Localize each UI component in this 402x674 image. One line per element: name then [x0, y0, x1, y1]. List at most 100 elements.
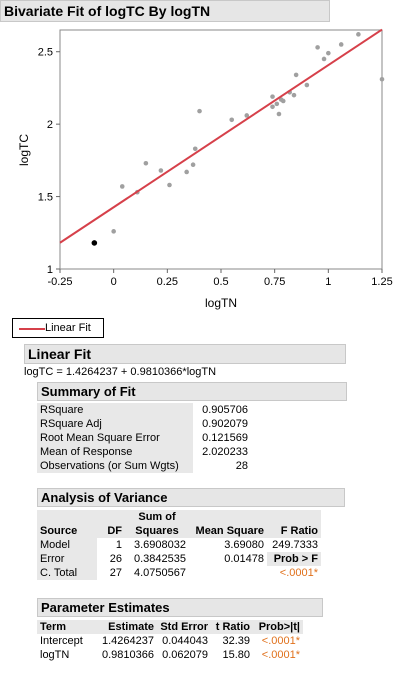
table-row: Root Mean Square Error 0.121569: [37, 431, 251, 445]
column-header: Estimate: [108, 621, 154, 633]
table-row: C. Total 27 4.0750567 <.0001*: [37, 566, 321, 580]
row-value: 2.020233: [202, 446, 248, 458]
table-row: Intercept 1.4264237 0.044043 32.39 <.000…: [37, 634, 303, 648]
cell-t-ratio: 15.80: [222, 649, 250, 661]
cell-df: 1: [115, 539, 122, 551]
cell-prob-f: <.0001*: [279, 567, 318, 579]
cell-ss: 3.6908032: [134, 539, 186, 551]
cell-ms: 0.01478: [224, 553, 264, 565]
cell-t-ratio: 32.39: [222, 635, 250, 647]
data-point[interactable]: [158, 168, 164, 173]
y-axis-ticks: 1 1.5 2 2.5: [38, 47, 60, 276]
cell-ms: 3.69080: [224, 539, 264, 551]
table-row: Mean of Response 2.020233: [37, 445, 251, 459]
data-point[interactable]: [192, 146, 198, 152]
data-point[interactable]: [270, 104, 275, 110]
data-points: [91, 32, 385, 246]
cell-df: 26: [109, 553, 122, 565]
data-point[interactable]: [167, 182, 172, 188]
table-header-row: Source DF Squares Mean Square F Ratio: [37, 524, 321, 538]
y-tick-label: 1: [47, 264, 53, 276]
report-title[interactable]: Bivariate Fit of logTC By logTN: [0, 0, 330, 22]
linear-fit-title[interactable]: Linear Fit: [24, 344, 346, 364]
y-tick-label: 2.5: [38, 47, 53, 59]
row-value: 28: [235, 460, 248, 472]
cell-estimate: 1.4264237: [102, 635, 154, 647]
column-header: Prob>|t|: [258, 621, 300, 633]
table-header-row: Sum of: [37, 510, 321, 524]
anova-title[interactable]: Analysis of Variance: [37, 488, 345, 507]
cell-estimate: 0.9810366: [102, 649, 154, 661]
legend-line-swatch: [19, 328, 45, 330]
cell-f: 249.7333: [272, 539, 318, 551]
data-point[interactable]: [338, 42, 344, 47]
row-label: RSquare Adj: [37, 417, 193, 431]
cell-ms: [189, 566, 267, 580]
parameter-estimates-title[interactable]: Parameter Estimates: [37, 598, 323, 617]
legend-label: Linear Fit: [45, 322, 91, 334]
x-axis-ticks: -0.25 0 0.25 0.5 0.75 1 1.25: [47, 269, 393, 288]
cell-prob-t: <.0001*: [261, 635, 300, 647]
table-row: RSquare Adj 0.902079: [37, 417, 251, 431]
fit-equation: logTC = 1.4264237 + 0.9810366*logTN: [24, 366, 217, 378]
x-axis-label: logTN: [205, 296, 237, 310]
row-label: Observations (or Sum Wgts): [37, 459, 193, 473]
cell-term: Intercept: [40, 635, 83, 647]
cell-std-error: 0.062079: [162, 649, 208, 661]
table-row: Observations (or Sum Wgts) 28: [37, 459, 251, 473]
data-point[interactable]: [293, 72, 299, 78]
data-point[interactable]: [304, 82, 310, 88]
table-row: Model 1 3.6908032 3.69080 249.7333: [37, 538, 321, 552]
y-tick-label: 2: [47, 119, 53, 131]
data-point[interactable]: [379, 76, 385, 82]
legend[interactable]: Linear Fit: [12, 318, 104, 338]
table-header-row: Term Estimate Std Error t Ratio Prob>|t|: [37, 620, 303, 634]
data-point[interactable]: [143, 160, 149, 166]
table-row: RSquare 0.905706: [37, 403, 251, 417]
x-tick-label: 0.25: [157, 276, 178, 288]
column-header: Sum of: [138, 511, 176, 523]
data-point[interactable]: [270, 94, 275, 99]
data-point[interactable]: [321, 56, 327, 62]
parameter-estimates-table: Term Estimate Std Error t Ratio Prob>|t|…: [37, 620, 303, 662]
plot-frame: [59, 29, 383, 270]
y-tick-label: 1.5: [38, 192, 53, 204]
cell-term: logTN: [40, 649, 70, 661]
row-value: 0.121569: [202, 432, 248, 444]
data-point[interactable]: [326, 50, 331, 56]
row-label: Root Mean Square Error: [37, 431, 193, 445]
row-value: 0.902079: [202, 418, 248, 430]
cell-ss: 4.0750567: [134, 567, 186, 579]
summary-of-fit-title[interactable]: Summary of Fit: [37, 382, 347, 401]
x-tick-label: 0.75: [264, 276, 285, 288]
cell-df: 27: [109, 567, 122, 579]
data-point[interactable]: [244, 113, 250, 118]
data-point[interactable]: [276, 111, 282, 117]
data-point[interactable]: [280, 98, 286, 104]
data-point[interactable]: [291, 92, 297, 98]
column-header: t Ratio: [215, 621, 250, 633]
data-point[interactable]: [119, 184, 125, 189]
y-axis-label: logTC: [17, 134, 31, 166]
highlighted-data-point[interactable]: [91, 240, 98, 246]
x-tick-label: -0.25: [47, 276, 72, 288]
fit-line: [59, 28, 383, 244]
cell-source: C. Total: [37, 566, 97, 580]
data-point[interactable]: [111, 229, 116, 234]
data-point[interactable]: [184, 169, 189, 175]
data-point[interactable]: [197, 108, 202, 114]
column-header: DF: [107, 525, 122, 537]
data-point[interactable]: [274, 101, 280, 107]
row-label: Mean of Response: [37, 445, 193, 459]
row-value: 0.905706: [202, 404, 248, 416]
cell-ss: 0.3842535: [134, 553, 186, 565]
table-row: Error 26 0.3842535 0.01478 Prob > F: [37, 552, 321, 566]
data-point[interactable]: [190, 162, 196, 168]
anova-table: Sum of Source DF Squares Mean Square F R…: [37, 510, 321, 580]
data-point[interactable]: [356, 32, 361, 37]
column-header: Std Error: [160, 621, 208, 633]
row-label: RSquare: [37, 403, 193, 417]
data-point[interactable]: [229, 117, 235, 123]
table-row: logTN 0.9810366 0.062079 15.80 <.0001*: [37, 648, 303, 662]
data-point[interactable]: [315, 45, 320, 50]
